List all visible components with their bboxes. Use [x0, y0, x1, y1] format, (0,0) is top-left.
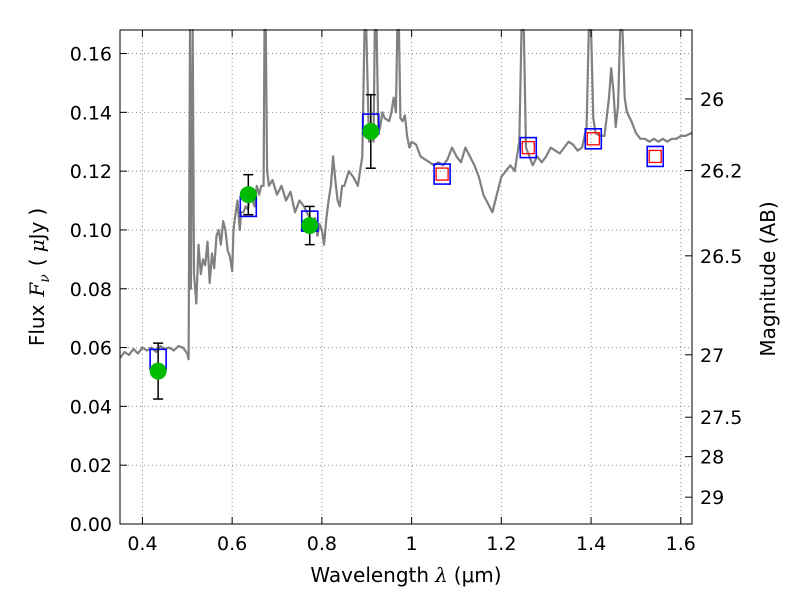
x-tick-label: 1.2	[486, 533, 516, 555]
y-tick-label: 0.08	[70, 279, 112, 301]
x-axis-label: Wavelength λ (μm)	[310, 563, 501, 587]
model-box-inner-marker	[586, 132, 600, 146]
model-box-inner-marker	[521, 140, 535, 155]
y2-tick-label: 26.2	[700, 160, 742, 182]
y-tick-label: 0.16	[70, 44, 112, 66]
tick-marks	[120, 30, 692, 525]
y-axis-label-paren-open: (	[25, 258, 49, 266]
y2-tick-label: 26	[700, 89, 724, 111]
x-axis-label-unit: (μm)	[454, 563, 502, 587]
y-axis-label-f: F	[25, 282, 49, 298]
y-tick-label: 0.12	[70, 161, 112, 183]
x-tick-label: 1	[406, 533, 418, 555]
y-tick-label: 0.10	[70, 220, 112, 242]
plot-frame	[119, 29, 693, 525]
model-box-inner-marker	[648, 149, 662, 164]
x-tick-label: 0.4	[127, 533, 157, 555]
y2-tick-label: 28	[700, 447, 724, 469]
observed-point	[362, 122, 380, 140]
y-tick-label: 0.06	[70, 338, 112, 360]
marker-layer	[149, 93, 665, 400]
y-tick-label: 0.02	[70, 455, 112, 477]
model-box-marker	[584, 127, 603, 150]
model-box-marker	[519, 136, 538, 159]
x-tick-label: 0.6	[217, 533, 247, 555]
model-box-marker	[646, 145, 665, 168]
y-axis-label-unit: Jy	[25, 221, 49, 241]
model-box-marker	[433, 163, 451, 185]
tick-labels: 0.4 0.6 0.8 1 1.2 1.4 1.6 0.00 0.02 0.04 0.06 0.08 0…	[70, 44, 743, 555]
y-tick-label: 0.04	[70, 396, 112, 418]
x-axis-label-lambda: λ	[434, 563, 448, 587]
y-axis-label-nu: ν	[37, 274, 53, 283]
model-box-inner-marker	[435, 167, 449, 181]
y2-axis-label: Magnitude (AB)	[756, 201, 780, 356]
observed-point	[239, 186, 257, 204]
y-tick-label: 0.00	[70, 514, 112, 536]
y-axis-label-paren-close: )	[25, 208, 49, 216]
observed-point	[149, 362, 167, 380]
y-axis-label: Flux Fν ( μJy)	[25, 208, 53, 346]
y-tick-label: 0.14	[70, 102, 112, 124]
x-axis-label-text: Wavelength	[310, 563, 429, 587]
y2-tick-label: 27	[700, 345, 724, 367]
x-tick-label: 1.6	[666, 533, 696, 555]
x-tick-label: 1.4	[576, 533, 606, 555]
y-axis-label-mu: μ	[25, 239, 49, 252]
observed-point	[301, 217, 319, 235]
y2-tick-label: 27.5	[700, 407, 742, 429]
y2-tick-label: 29	[700, 487, 724, 509]
y-axis-label-flux: Flux	[25, 304, 49, 346]
x-tick-label: 0.8	[307, 533, 337, 555]
y2-tick-label: 26.5	[700, 246, 742, 268]
